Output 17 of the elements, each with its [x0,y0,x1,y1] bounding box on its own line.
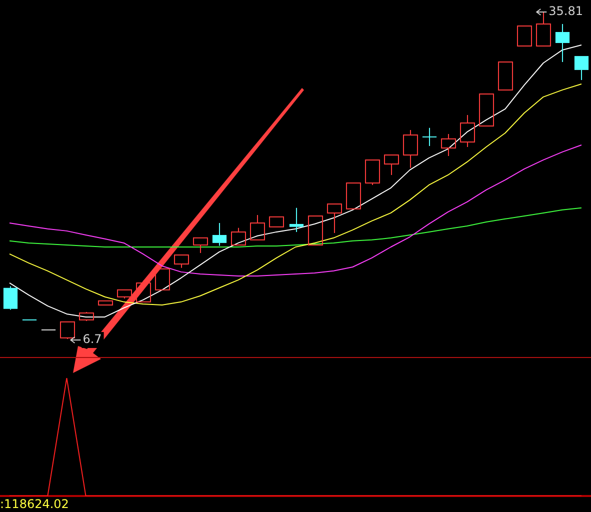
candlestick [460,114,475,148]
candlestick [327,203,342,234]
candlestick [289,207,304,232]
candlestick [403,129,418,168]
candlestick [422,127,438,147]
candlestick [574,56,589,80]
candlestick [250,214,265,240]
candlestick [555,24,570,62]
candlestick [212,222,227,246]
candlestick [384,154,399,176]
candlestick [3,286,18,310]
text: :118624.02 [0,497,69,512]
candlestick [193,237,208,254]
annotation: 35.81 [548,4,584,18]
candlestick [441,133,456,157]
candlestick [536,12,551,47]
annotation: 6.7 [82,332,102,346]
